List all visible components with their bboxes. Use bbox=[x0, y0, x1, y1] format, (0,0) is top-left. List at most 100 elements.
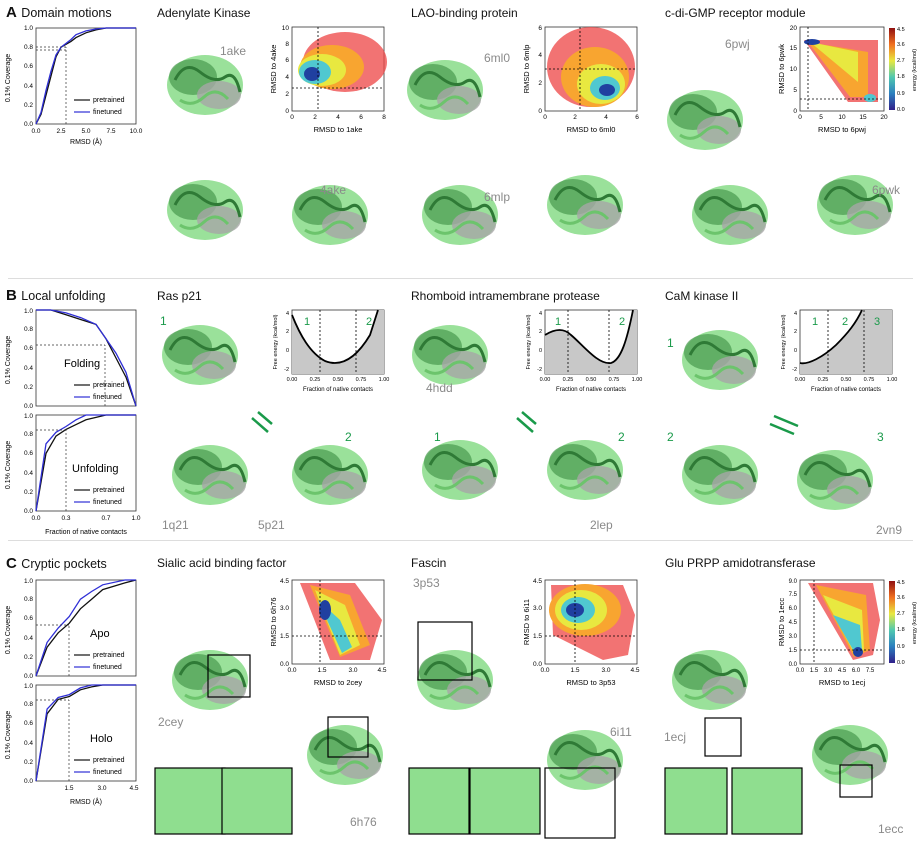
protein-structure-6i11 bbox=[545, 728, 625, 792]
pdb-code-6h76: 6h76 bbox=[350, 815, 377, 829]
protein-title-ras: Ras p21 bbox=[157, 289, 202, 303]
state-label: 2 bbox=[618, 430, 625, 444]
fe-xtick: 0.75 bbox=[609, 377, 620, 383]
coverage-a-xtick: 2.5 bbox=[56, 128, 65, 135]
colorbar bbox=[889, 28, 895, 110]
coverage-a-xtick: 5.0 bbox=[81, 128, 90, 135]
coverage-bf-ytick: 0.8 bbox=[24, 326, 33, 333]
state-label: 2 bbox=[345, 430, 352, 444]
state-label: 2 bbox=[366, 316, 372, 328]
map-ytick: 6 bbox=[285, 57, 289, 64]
zoom-box bbox=[207, 654, 251, 698]
zoom-inset-1ecj bbox=[664, 767, 728, 835]
zoom-box bbox=[327, 716, 369, 758]
coverage-line-finetuned bbox=[35, 579, 136, 677]
coverage-a-ytick: 1.0 bbox=[24, 25, 33, 32]
pdb-code-6pwj: 6pwj bbox=[725, 37, 750, 51]
protein-structure-1q21 bbox=[170, 443, 250, 507]
coverage-a-xlabel: RMSD (Å) bbox=[70, 137, 102, 146]
legend-finetuned: finetuned bbox=[93, 499, 122, 506]
map-ytick: 10 bbox=[282, 25, 290, 32]
protein-structure-ras-1 bbox=[160, 323, 240, 387]
zoom-inset-2cey bbox=[154, 767, 226, 835]
protein-structure-1ake bbox=[165, 53, 245, 117]
protein-structure-1ecc bbox=[810, 723, 890, 787]
protein-structure-camk-1 bbox=[680, 328, 760, 392]
protein-structure-6pwk bbox=[690, 183, 770, 247]
coverage-bu-xtick: 0.3 bbox=[61, 515, 70, 522]
coverage-line-finetuned bbox=[35, 27, 136, 125]
coverage-ch-xlabel: RMSD (Å) bbox=[70, 797, 102, 806]
state-label: 3 bbox=[877, 430, 884, 444]
coverage-line-pretrained bbox=[35, 579, 137, 677]
map-xtick: 1.5 bbox=[317, 667, 326, 674]
map-ytick: 10 bbox=[790, 66, 798, 73]
pdb-code-1q21: 1q21 bbox=[162, 518, 189, 532]
coverage-line-pretrained bbox=[35, 684, 136, 782]
arrow-icon bbox=[521, 411, 537, 425]
cbar-tick: 0.9 bbox=[897, 91, 905, 97]
fe-xlabel: Fraction of native contacts bbox=[556, 387, 626, 393]
energy-map-2cey: 0.0 1.5 3.0 4.5 0.0 1.5 3.0 4.5 RMSD to … bbox=[270, 578, 387, 687]
holo-label: Holo bbox=[90, 733, 113, 745]
pdb-code-4hdd: 4hdd bbox=[426, 381, 453, 395]
energy-map-1ecj: 0.0 1.5 3.0 4.5 6.0 7.5 0.0 1.5 3.0 4.5 … bbox=[778, 579, 918, 687]
map-ytick: 8 bbox=[285, 41, 289, 48]
coverage-ch-xtick: 1.5 bbox=[64, 785, 73, 792]
map-ytick: 4.5 bbox=[280, 578, 289, 585]
map-xtick: 0.0 bbox=[287, 667, 296, 674]
map-ytick: 6.0 bbox=[789, 606, 798, 612]
state-label: 2 bbox=[842, 316, 848, 328]
cbar-label: energy (kcal/mol) bbox=[912, 49, 918, 91]
fe-xtick: 0.50 bbox=[586, 377, 597, 383]
coverage-ch-ylabel: 0.1% Coverage bbox=[5, 711, 12, 759]
legend-pretrained: pretrained bbox=[93, 487, 125, 494]
arrow-icon bbox=[251, 417, 269, 433]
zoom-box bbox=[417, 621, 473, 681]
fe-xtick: 1.00 bbox=[887, 377, 898, 383]
zoom-inset-3p53 bbox=[408, 767, 470, 835]
coverage-bu-xtick: 1.0 bbox=[131, 515, 140, 522]
protein-title-camk2: CaM kinase II bbox=[665, 289, 739, 303]
colorbar bbox=[889, 581, 895, 663]
coverage-plot-b-folding: 0.1% Coverage Folding 0.0 0.2 0.4 0.6 0.… bbox=[5, 308, 137, 410]
protein-structure-rhomboid-1 bbox=[420, 438, 500, 502]
free-energy-plot-ras: 1 2 0.00 0.25 0.50 0.75 1.00 -2 0 2 4 Fr… bbox=[273, 309, 389, 393]
protein-title-cdigmp: c-di-GMP receptor module bbox=[665, 6, 806, 20]
coverage-bu-ytick: 0.8 bbox=[24, 431, 33, 438]
protein-structure-1ecj bbox=[670, 648, 750, 712]
coverage-line-finetuned bbox=[36, 309, 137, 407]
map-ytick: 2 bbox=[538, 80, 542, 87]
cbar-tick: 0.0 bbox=[897, 660, 905, 666]
coverage-bu-ytick: 1.0 bbox=[24, 413, 33, 420]
coverage-ca-ytick: 0.4 bbox=[24, 635, 33, 642]
map-ylabel: RMSD to 1ecc bbox=[778, 598, 786, 647]
coverage-ca-ytick: 0.2 bbox=[24, 654, 33, 661]
map-ytick: 2 bbox=[285, 91, 289, 98]
coverage-ch-ytick: 0.0 bbox=[24, 778, 33, 785]
map-ytick: 5 bbox=[793, 87, 797, 94]
protein-structure-6ml0 bbox=[405, 58, 485, 122]
protein-title-lao: LAO-binding protein bbox=[411, 6, 518, 20]
protein-structure-6h76 bbox=[305, 723, 385, 787]
state-label: 1 bbox=[304, 316, 310, 328]
fe-xtick: 0.00 bbox=[287, 377, 298, 383]
coverage-a-xtick: 7.5 bbox=[106, 128, 115, 135]
coverage-bu-xlabel: Fraction of native contacts bbox=[45, 529, 127, 536]
coverage-ch-ytick: 0.2 bbox=[24, 759, 33, 766]
coverage-ch-xtick: 4.5 bbox=[129, 785, 138, 792]
free-energy-plot-camk: 1 2 3 0.00 0.25 0.50 0.75 1.00 -2 0 2 4 … bbox=[781, 309, 898, 393]
fe-ytick: 0 bbox=[539, 348, 542, 354]
fe-xtick: 0.25 bbox=[818, 377, 829, 383]
map-xtick: 6.0 bbox=[852, 668, 861, 674]
coverage-bf-ytick: 0.2 bbox=[24, 384, 33, 391]
state-label: 1 bbox=[434, 430, 441, 444]
map-xtick: 4.5 bbox=[838, 668, 847, 674]
arrow-icon bbox=[257, 411, 273, 425]
map-ytick: 6 bbox=[538, 25, 542, 32]
arrow-icon bbox=[773, 414, 799, 428]
map-xtick: 7.5 bbox=[866, 668, 875, 674]
map-xtick: 3.0 bbox=[601, 667, 610, 674]
map-xtick: 4.5 bbox=[377, 667, 386, 674]
fe-xtick: 1.00 bbox=[632, 377, 643, 383]
